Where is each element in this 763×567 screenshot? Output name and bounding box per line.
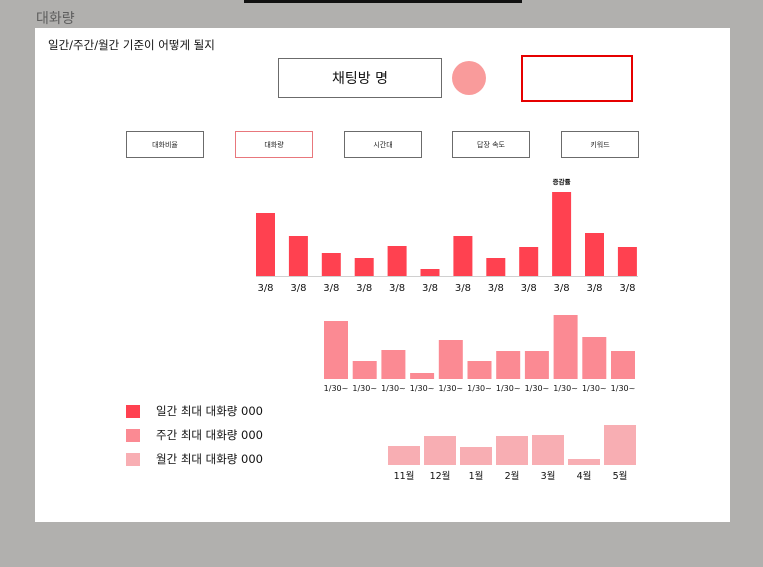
monthly-tick-label: 3월	[541, 470, 556, 482]
daily-bar[interactable]	[321, 253, 341, 276]
change-rate-annotation: 증감률	[553, 177, 571, 186]
weekly-tick-label: 1/30~	[525, 384, 550, 393]
monthly-bar[interactable]	[424, 436, 456, 465]
chatroom-name: 채팅방 명	[332, 71, 388, 87]
weekly-tick-label: 1/30~	[611, 384, 636, 393]
monthly-bar[interactable]	[388, 446, 420, 465]
weekly-tick-label: 1/30~	[324, 384, 349, 393]
tab-conversation-volume[interactable]: 대화량	[235, 131, 313, 158]
weekly-bar[interactable]	[438, 340, 463, 379]
legend-label-daily: 일간 최대 대화량 000	[156, 404, 263, 418]
weekly-bar[interactable]	[324, 321, 348, 379]
daily-tick-label: 3/8	[521, 283, 537, 294]
chatroom-name-box: 채팅방 명	[278, 58, 442, 98]
daily-tick-label: 3/8	[257, 283, 273, 294]
daily-tick-label: 3/8	[619, 283, 635, 294]
daily-tick-label: 3/8	[290, 283, 306, 294]
legend-swatch-monthly	[126, 452, 140, 466]
bar-charts: 3/8 3/8 3/8 3/8 3/8 3/8 3/8 3/8 3/8 3/8 증감률 3/8 3/8 1…	[256, 177, 638, 482]
daily-bar[interactable]	[387, 246, 407, 276]
weekly-bar[interactable]	[553, 315, 578, 379]
tab-time-of-day[interactable]: 시간대	[344, 131, 422, 158]
daily-tick-label: 3/8	[389, 283, 405, 294]
monthly-tick-label: 1월	[469, 470, 484, 482]
weekly-tick-label: 1/30~	[496, 384, 521, 393]
legend-swatch-daily	[126, 404, 140, 418]
weekly-tick-label: 1/30~	[467, 384, 492, 393]
weekly-bar[interactable]	[524, 351, 549, 379]
tab-conversation-ratio[interactable]: 대화비율	[126, 131, 204, 158]
canvas: 일간/주간/월간 기준이 어떻게 될지 채팅방 명 대화비율 대화량 시간대 답…	[35, 28, 730, 522]
criteria-note: 일간/주간/월간 기준이 어떻게 될지	[48, 38, 215, 52]
daily-bar[interactable]	[354, 258, 374, 276]
tab-keyword[interactable]: 키워드	[561, 131, 639, 158]
avatar[interactable]	[452, 61, 486, 95]
frame-title: 대화량	[36, 11, 75, 27]
daily-tick-label: 3/8	[586, 283, 602, 294]
legend-label-monthly: 월간 최대 대화량 000	[156, 452, 263, 466]
tab-label: 키워드	[590, 140, 610, 149]
highlight-box	[521, 55, 633, 102]
weekly-tick-label: 1/30~	[381, 384, 406, 393]
weekly-tick-label: 1/30~	[553, 384, 578, 393]
daily-bar[interactable]	[552, 192, 572, 276]
legend-daily: 일간 최대 대화량 000	[126, 403, 263, 419]
monthly-bar[interactable]	[496, 436, 528, 465]
daily-tick-label: 3/8	[323, 283, 339, 294]
weekly-bar[interactable]	[582, 337, 607, 379]
tab-label: 대화량	[264, 140, 284, 149]
weekly-bar[interactable]	[467, 361, 492, 379]
daily-tick-label: 3/8	[455, 283, 471, 294]
daily-bar[interactable]	[420, 269, 440, 276]
monthly-bar[interactable]	[604, 425, 636, 465]
monthly-bar[interactable]	[532, 435, 564, 465]
tab-label: 시간대	[373, 140, 393, 149]
daily-tick-label: 3/8	[422, 283, 438, 294]
daily-bar[interactable]	[617, 247, 637, 276]
monthly-tick-label: 5월	[613, 470, 628, 482]
monthly-bar[interactable]	[568, 459, 600, 465]
weekly-bar[interactable]	[381, 350, 406, 379]
tab-reply-speed[interactable]: 답장 속도	[452, 131, 530, 158]
monthly-tick-label: 2월	[505, 470, 520, 482]
daily-tick-label: 3/8	[554, 283, 570, 294]
daily-tick-label: 3/8	[488, 283, 504, 294]
monthly-tick-label: 12월	[430, 470, 451, 482]
monthly-tick-label: 4월	[577, 470, 592, 482]
legend-label-weekly: 주간 최대 대화량 000	[156, 428, 263, 442]
legend-swatch-weekly	[126, 428, 140, 442]
weekly-bar[interactable]	[352, 361, 377, 379]
weekly-tick-label: 1/30~	[352, 384, 377, 393]
daily-bar[interactable]	[585, 233, 604, 276]
weekly-tick-label: 1/30~	[582, 384, 607, 393]
top-edge-bar	[244, 0, 522, 3]
tab-label: 대화비율	[152, 140, 178, 149]
daily-bar[interactable]	[486, 258, 506, 276]
weekly-tick-label: 1/30~	[438, 384, 463, 393]
monthly-bar[interactable]	[460, 447, 492, 465]
daily-bar[interactable]	[256, 213, 275, 276]
weekly-bar[interactable]	[410, 373, 435, 379]
daily-bar[interactable]	[288, 236, 308, 276]
weekly-bar[interactable]	[611, 351, 635, 379]
weekly-tick-label: 1/30~	[410, 384, 435, 393]
daily-bar[interactable]	[519, 247, 539, 276]
monthly-tick-label: 11월	[394, 470, 415, 482]
legend-monthly: 월간 최대 대화량 000	[126, 451, 263, 467]
weekly-bar[interactable]	[496, 351, 521, 379]
tab-label: 답장 속도	[477, 140, 505, 149]
daily-tick-label: 3/8	[356, 283, 372, 294]
daily-bar[interactable]	[453, 236, 473, 276]
legend-weekly: 주간 최대 대화량 000	[126, 427, 263, 443]
